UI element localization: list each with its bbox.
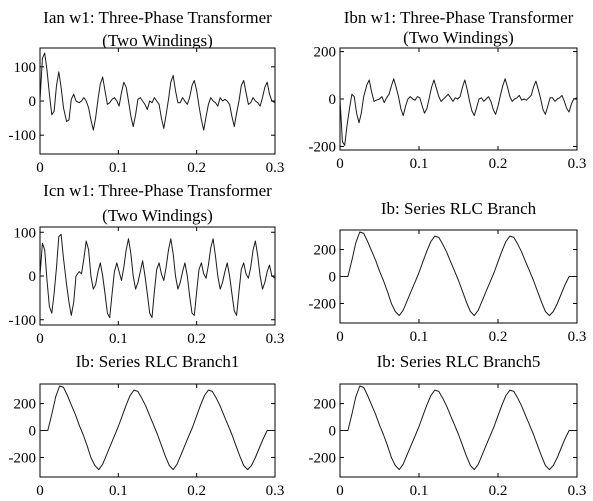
subplot-1: Ian w1: Three-Phase Transformer (Two Wind… bbox=[9, 8, 285, 176]
subplot-2: Ibn w1: Three-Phase Transformer(Two Wind… bbox=[309, 8, 587, 172]
y-tick-label: -100 bbox=[9, 313, 37, 329]
x-tick-label: 0.1 bbox=[109, 160, 128, 176]
x-tick-label: 0.3 bbox=[266, 483, 285, 499]
y-tick-label: 0 bbox=[329, 92, 337, 108]
subplot-4: Ib: Series RLC Branch 0 0.1 0.2 0.3 200 0 -200 bbox=[309, 199, 587, 345]
x-tick-label: 0 bbox=[336, 329, 344, 345]
subplot-title: Icn w1: Three-Phase Transformer bbox=[43, 181, 272, 200]
subplot-title: Ib: Series RLC Branch1 bbox=[76, 352, 240, 371]
x-tick-label: 0.1 bbox=[410, 156, 429, 172]
waveform-line bbox=[40, 385, 275, 471]
subplot-title: Ib: Series RLC Branch5 bbox=[377, 352, 541, 371]
x-tick-label: 0.2 bbox=[187, 160, 206, 176]
x-tick-label: 0.1 bbox=[109, 331, 128, 347]
x-tick-label: 0.2 bbox=[489, 329, 508, 345]
x-tick-label: 0 bbox=[336, 483, 344, 499]
subplot-title: (Two Windings) bbox=[102, 206, 213, 225]
waveform-line bbox=[340, 385, 577, 471]
x-tick-label: 0.2 bbox=[187, 331, 206, 347]
x-tick-label: 0 bbox=[336, 156, 344, 172]
x-tick-label: 0.1 bbox=[410, 483, 429, 499]
y-tick-label: -200 bbox=[309, 450, 337, 466]
plot-frame bbox=[339, 229, 578, 324]
y-tick-label: -100 bbox=[9, 128, 37, 144]
x-tick-label: 0 bbox=[36, 483, 44, 499]
x-tick-label: 0 bbox=[36, 160, 44, 176]
x-tick-label: 0.3 bbox=[266, 160, 285, 176]
y-tick-label: 0 bbox=[29, 424, 37, 440]
y-tick-label: -200 bbox=[309, 139, 337, 155]
y-tick-label: -200 bbox=[309, 296, 337, 312]
x-tick-label: 0.1 bbox=[109, 483, 128, 499]
y-tick-label: 0 bbox=[329, 424, 337, 440]
subplot-3: Icn w1: Three-Phase Transformer (Two Wind… bbox=[9, 181, 285, 347]
x-tick-label: 0.2 bbox=[489, 483, 508, 499]
plot-frame bbox=[339, 383, 578, 478]
y-tick-label: 0 bbox=[29, 94, 37, 110]
y-tick-label: 200 bbox=[314, 397, 337, 413]
x-tick-label: 0 bbox=[36, 331, 44, 347]
waveform-line bbox=[339, 78, 578, 146]
y-tick-label: 200 bbox=[314, 45, 337, 61]
subplot-title: Ibn w1: Three-Phase Transformer bbox=[344, 8, 574, 27]
subplot-title: (Two Windings) bbox=[102, 31, 213, 50]
x-tick-label: 0.3 bbox=[266, 331, 285, 347]
y-tick-label: -200 bbox=[9, 450, 37, 466]
subplot-title: Ian w1: Three-Phase Transformer bbox=[43, 8, 272, 27]
y-tick-label: 200 bbox=[314, 243, 337, 259]
x-tick-label: 0.3 bbox=[568, 156, 587, 172]
waveform-line bbox=[340, 231, 577, 317]
subplot-title: Ib: Series RLC Branch bbox=[381, 199, 537, 218]
waveform-line bbox=[39, 52, 276, 131]
y-tick-label: 200 bbox=[14, 397, 37, 413]
subplot-6: Ib: Series RLC Branch5 0 0.1 0.2 0.3 200 0 -200 bbox=[309, 352, 587, 499]
y-tick-label: 100 bbox=[14, 225, 37, 241]
plot-frame bbox=[39, 47, 276, 155]
x-tick-label: 0.3 bbox=[568, 329, 587, 345]
plot-frame bbox=[39, 383, 276, 478]
x-tick-label: 0.2 bbox=[489, 156, 508, 172]
plot-frame bbox=[339, 47, 578, 151]
y-tick-label: 100 bbox=[14, 60, 37, 76]
y-tick-label: 0 bbox=[329, 270, 337, 286]
waveform-line bbox=[39, 233, 276, 319]
y-tick-label: 0 bbox=[29, 269, 37, 285]
subplot-5: Ib: Series RLC Branch1 0 0.1 0.2 0.3 200 0 -200 bbox=[9, 352, 285, 499]
x-tick-label: 0.1 bbox=[410, 329, 429, 345]
x-tick-label: 0.3 bbox=[568, 483, 587, 499]
subplot-title: (Two Windings) bbox=[403, 28, 514, 47]
x-tick-label: 0.2 bbox=[187, 483, 206, 499]
plot-frame bbox=[39, 226, 276, 326]
